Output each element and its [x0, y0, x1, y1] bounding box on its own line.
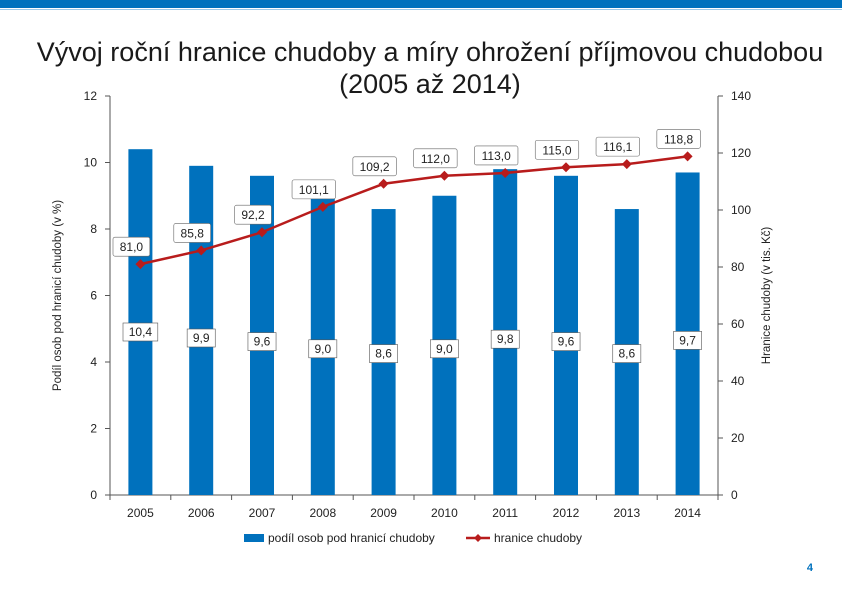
- line-label-box: [173, 223, 211, 243]
- bar-value-label: 9,0: [314, 342, 331, 356]
- line-label-box: [534, 139, 580, 160]
- bar-value-label: 9,6: [254, 335, 271, 349]
- x-tick-label: 2007: [249, 506, 276, 520]
- line-value-label: 113,0: [482, 149, 511, 163]
- right-tick-label: 140: [731, 89, 751, 103]
- left-tick-label: 8: [90, 222, 97, 236]
- line-value-label: 92,2: [241, 208, 265, 222]
- bar-value-label: 9,9: [193, 331, 210, 345]
- line-point: [257, 227, 267, 238]
- bar: [128, 149, 153, 495]
- line-series: [135, 151, 693, 270]
- right-tick-label: 80: [731, 260, 745, 274]
- y-axis-title-right: Hranice chudoby (v tis. Kč): [761, 227, 773, 365]
- line-value-label: 85,8: [181, 226, 205, 240]
- bar-label-box: [369, 344, 398, 363]
- line-value-label: 116,1: [603, 140, 632, 154]
- line-value-label: 101,1: [299, 183, 329, 197]
- bar-value-label: 9,8: [497, 332, 514, 346]
- x-tick-label: 2005: [127, 506, 154, 520]
- line-point: [378, 178, 389, 189]
- bar-value-label: 8,6: [375, 347, 392, 361]
- line-labels: 81,0 85,8 92,2 101,1 109,2 112,0 113,0 115,0 116…: [112, 129, 701, 257]
- line-value-label: 109,2: [360, 160, 390, 174]
- bar-labels: 10,4 9,9 9,6 9,0 8,6 9,0 9,8 9,6 8,6 9,7: [122, 322, 702, 363]
- line-value-label: 118,8: [664, 132, 693, 146]
- left-tick-label: 0: [90, 488, 97, 502]
- bar-label-box: [122, 322, 159, 342]
- x-tick-label: 2013: [613, 506, 640, 520]
- legend-label-line: hranice chudoby: [494, 531, 582, 545]
- x-tick-label: 2006: [188, 506, 215, 520]
- bars: [128, 149, 700, 496]
- line-value-label: 115,0: [542, 143, 571, 157]
- right-tick-label: 20: [731, 431, 745, 445]
- line-label-box: [234, 204, 272, 225]
- line-value-label: 81,0: [120, 240, 144, 254]
- line-point: [621, 159, 632, 170]
- line-point: [196, 245, 207, 256]
- x-tick-label: 2011: [492, 506, 518, 520]
- line-point: [561, 162, 571, 173]
- line-label-box: [413, 148, 458, 169]
- bar-label-box: [247, 332, 277, 351]
- x-tick-label: 2008: [309, 506, 336, 520]
- chart-title: Vývoj roční hranice chudoby a míry ohrož…: [36, 37, 824, 99]
- x-tick-label: 2014: [674, 506, 701, 520]
- right-tick-label: 120: [731, 146, 751, 160]
- x-tick-label: 2010: [431, 506, 458, 520]
- y-axis-title: Podíl osob pod hranicí chudoby (v %): [52, 200, 64, 391]
- page-number: 4: [806, 562, 813, 574]
- bar-label-box: [551, 332, 581, 351]
- bar-value-label: 8,6: [618, 347, 635, 361]
- legend-swatch-marker: [474, 534, 482, 542]
- bar-label-box: [308, 339, 338, 359]
- right-tick-label: 40: [731, 374, 745, 388]
- left-tick-label: 12: [84, 89, 98, 103]
- legend: podíl osob pod hranicí chudoby hranice ch…: [244, 531, 582, 545]
- line-label-box: [474, 145, 519, 166]
- right-tick-label: 0: [731, 488, 738, 502]
- bar-label-box: [430, 339, 459, 359]
- line-point: [135, 259, 146, 270]
- x-tick-label: 2009: [370, 506, 397, 520]
- bar-label-box: [612, 344, 642, 363]
- line-point: [439, 170, 450, 181]
- line-label-box: [656, 129, 701, 149]
- legend-label-bar: podíl osob pod hranicí chudoby: [268, 531, 435, 545]
- bar-label-box: [673, 331, 702, 350]
- left-tick-label: 2: [90, 422, 97, 436]
- left-tick-label: 6: [90, 289, 97, 303]
- x-tick-label: 2012: [553, 506, 580, 520]
- bar-label-box: [186, 328, 216, 348]
- right-tick-label: 100: [731, 203, 751, 217]
- bar-value-label: 9,6: [558, 335, 575, 349]
- top-stripe: [0, 9, 842, 10]
- line-label-box: [112, 236, 151, 257]
- bar-value-label: 9,7: [679, 333, 696, 347]
- line-point: [682, 151, 693, 162]
- line-point: [317, 201, 328, 212]
- line-label-box: [352, 156, 397, 177]
- line-label-box: [595, 136, 640, 157]
- line-path: [140, 155, 688, 266]
- line-point: [500, 167, 511, 178]
- bar-value-label: 9,0: [436, 342, 453, 356]
- line-value-label: 112,0: [421, 152, 450, 166]
- legend-swatch-bar: [244, 534, 264, 542]
- bar-value-label: 10,4: [129, 325, 153, 339]
- top-bar: [0, 0, 842, 8]
- left-tick-label: 4: [90, 355, 97, 369]
- left-tick-label: 10: [84, 156, 98, 170]
- right-tick-label: 60: [731, 317, 745, 331]
- bar-label-box: [490, 329, 520, 349]
- line-label-box: [291, 179, 336, 200]
